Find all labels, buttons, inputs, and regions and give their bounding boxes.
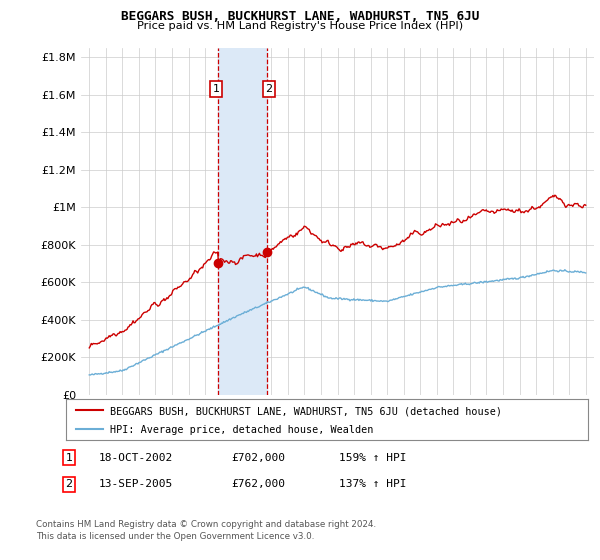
Text: HPI: Average price, detached house, Wealden: HPI: Average price, detached house, Weal… — [110, 425, 374, 435]
Text: 1: 1 — [212, 84, 220, 94]
Text: 1: 1 — [65, 452, 73, 463]
Text: £702,000: £702,000 — [231, 452, 285, 463]
Text: 2: 2 — [266, 84, 273, 94]
Text: £762,000: £762,000 — [231, 479, 285, 489]
Text: Contains HM Land Registry data © Crown copyright and database right 2024.: Contains HM Land Registry data © Crown c… — [36, 520, 376, 529]
Text: BEGGARS BUSH, BUCKHURST LANE, WADHURST, TN5 6JU (detached house): BEGGARS BUSH, BUCKHURST LANE, WADHURST, … — [110, 407, 502, 417]
Text: This data is licensed under the Open Government Licence v3.0.: This data is licensed under the Open Gov… — [36, 532, 314, 541]
Text: 13-SEP-2005: 13-SEP-2005 — [99, 479, 173, 489]
Text: BEGGARS BUSH, BUCKHURST LANE, WADHURST, TN5 6JU: BEGGARS BUSH, BUCKHURST LANE, WADHURST, … — [121, 10, 479, 22]
Text: 137% ↑ HPI: 137% ↑ HPI — [339, 479, 407, 489]
Text: 18-OCT-2002: 18-OCT-2002 — [99, 452, 173, 463]
Text: Price paid vs. HM Land Registry's House Price Index (HPI): Price paid vs. HM Land Registry's House … — [137, 21, 463, 31]
Bar — [218, 48, 266, 395]
Text: 2: 2 — [65, 479, 73, 489]
Text: 159% ↑ HPI: 159% ↑ HPI — [339, 452, 407, 463]
